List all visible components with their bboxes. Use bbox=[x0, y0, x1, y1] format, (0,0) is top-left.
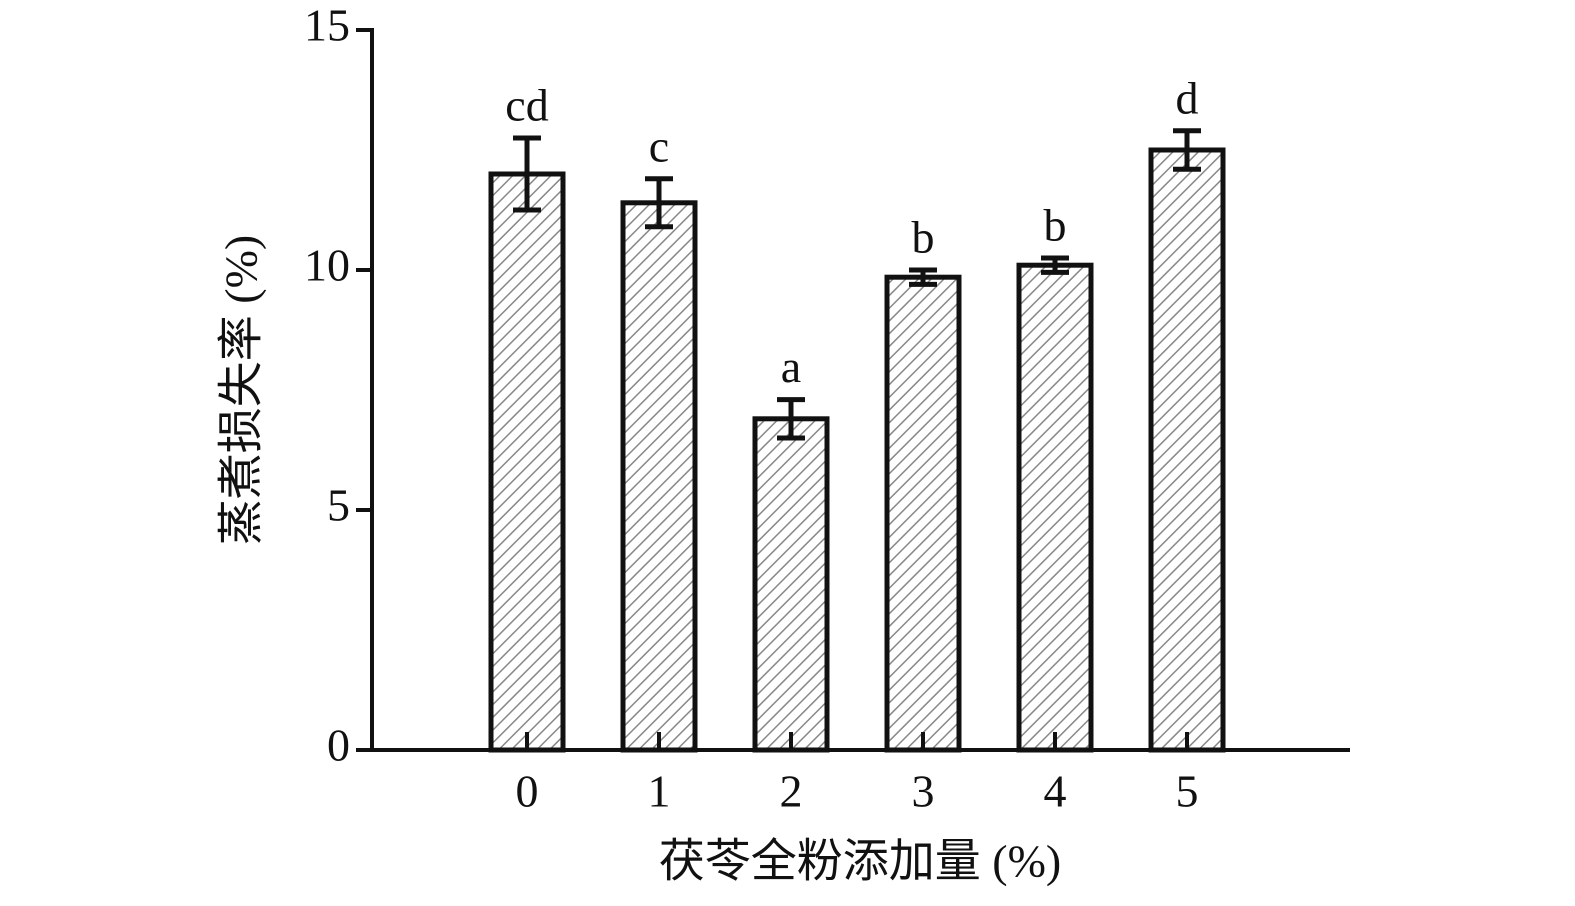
x-tick-label: 1 bbox=[648, 766, 671, 817]
bar bbox=[1148, 147, 1226, 753]
bar bbox=[752, 416, 830, 753]
annotation: b bbox=[912, 212, 935, 263]
annotation: b bbox=[1044, 200, 1067, 251]
annotation: d bbox=[1176, 72, 1199, 123]
x-axis-label: 茯苓全粉添加量 (%) bbox=[659, 836, 1061, 887]
annotation: c bbox=[649, 120, 669, 171]
y-tick-label: 15 bbox=[304, 0, 350, 51]
bar bbox=[488, 171, 566, 753]
y-tick-label: 10 bbox=[304, 240, 350, 291]
x-tick-label: 4 bbox=[1044, 766, 1067, 817]
y-axis-label: 蒸煮损失率 (%) bbox=[216, 235, 267, 545]
x-tick-label: 2 bbox=[780, 766, 803, 817]
x-tick-label: 3 bbox=[912, 766, 935, 817]
x-tick-label: 5 bbox=[1176, 766, 1199, 817]
bar bbox=[884, 274, 962, 753]
bar bbox=[1016, 262, 1094, 753]
annotation: a bbox=[781, 341, 801, 392]
bar bbox=[620, 200, 698, 753]
x-tick-label: 0 bbox=[516, 766, 539, 817]
annotation: cd bbox=[505, 80, 548, 131]
y-tick-label: 0 bbox=[327, 720, 350, 771]
y-tick-label: 5 bbox=[327, 480, 350, 531]
